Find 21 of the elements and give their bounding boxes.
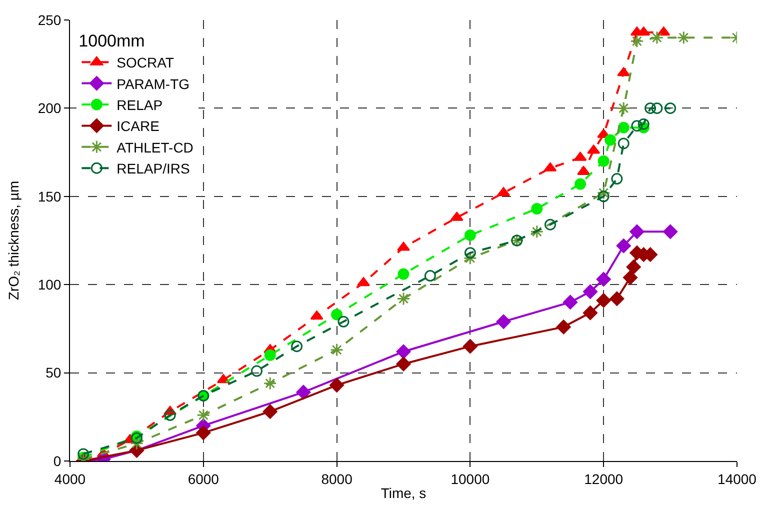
x-tick-label: 12000: [584, 470, 624, 487]
y-tick-label: 250: [38, 12, 62, 28]
y-axis-title: ZrO₂ thickness, µm: [5, 180, 22, 300]
legend-label: SOCRAT: [116, 54, 174, 71]
legend-label: PARAM-TG: [116, 76, 190, 92]
x-tick-label: 10000: [450, 470, 490, 487]
y-tick-label: 150: [38, 188, 62, 204]
x-tick-label: 14000: [718, 470, 757, 487]
x-axis-title: Time, s: [380, 485, 426, 502]
legend-label: ICARE: [116, 118, 160, 134]
x-tick-label: 8000: [321, 470, 353, 487]
x-tick-label: 6000: [188, 470, 220, 487]
legend-label: RELAP: [116, 96, 163, 113]
x-tick-label: 4000: [54, 470, 86, 487]
y-tick-label: 50: [46, 364, 62, 381]
legend-label: RELAP/IRS: [116, 160, 190, 177]
legend-label: ATHLET-CD: [116, 139, 194, 156]
y-tick-label: 0: [53, 452, 62, 469]
y-tick-label: 200: [38, 100, 62, 116]
legend-title: 1000mm: [78, 32, 145, 51]
y-tick-label: 100: [38, 276, 62, 292]
